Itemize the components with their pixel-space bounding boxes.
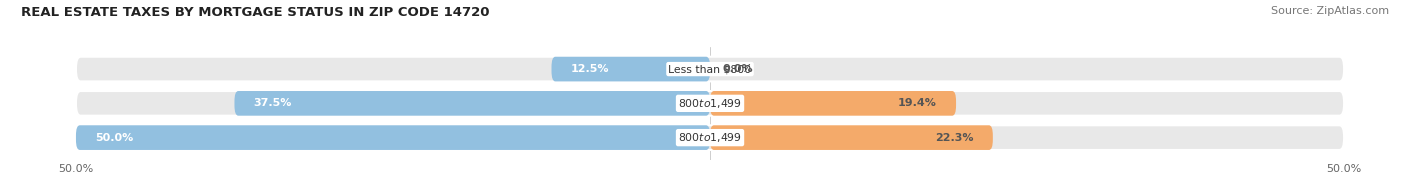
FancyBboxPatch shape [76,57,1344,82]
Text: $800 to $1,499: $800 to $1,499 [678,97,742,110]
Text: 19.4%: 19.4% [898,98,936,108]
FancyBboxPatch shape [76,91,1344,116]
FancyBboxPatch shape [235,91,710,116]
FancyBboxPatch shape [551,57,710,82]
Text: 12.5%: 12.5% [571,64,609,74]
Text: 37.5%: 37.5% [253,98,292,108]
FancyBboxPatch shape [76,125,1344,150]
Text: Source: ZipAtlas.com: Source: ZipAtlas.com [1271,6,1389,16]
Text: 50.0%: 50.0% [96,133,134,143]
Text: 22.3%: 22.3% [935,133,974,143]
FancyBboxPatch shape [710,125,993,150]
Text: 0.0%: 0.0% [723,64,754,74]
Text: $800 to $1,499: $800 to $1,499 [678,131,742,144]
Text: REAL ESTATE TAXES BY MORTGAGE STATUS IN ZIP CODE 14720: REAL ESTATE TAXES BY MORTGAGE STATUS IN … [21,6,489,19]
FancyBboxPatch shape [76,125,710,150]
Text: Less than $800: Less than $800 [668,64,752,74]
FancyBboxPatch shape [710,91,956,116]
